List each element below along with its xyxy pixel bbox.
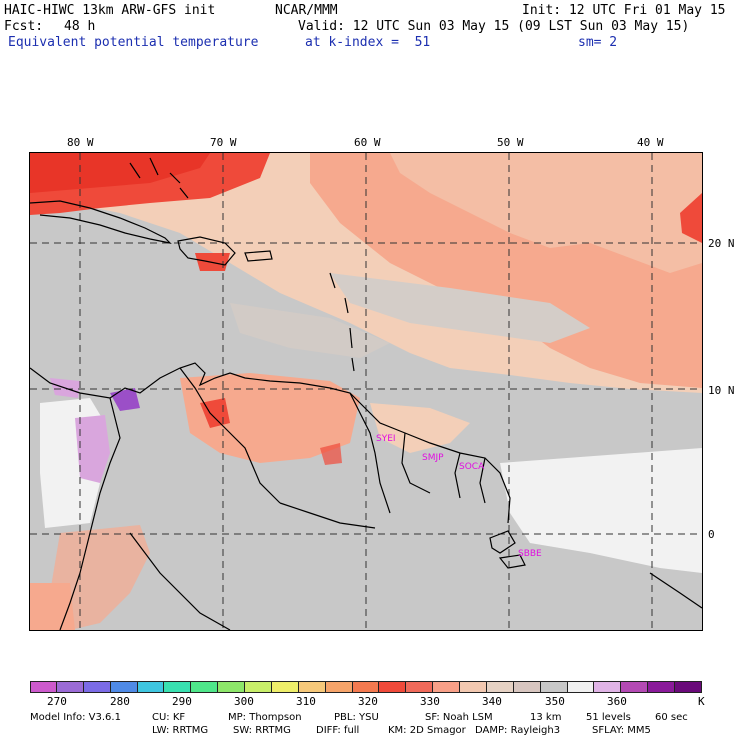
colorbar [30, 681, 702, 693]
organization: NCAR/MMM [275, 3, 338, 18]
lon-label-70w: 70 W [210, 136, 237, 149]
footer-model-info: Model Info: V3.6.1 [30, 712, 121, 723]
station-smjp: SMJP [422, 453, 444, 463]
colorbar-box [567, 681, 595, 693]
field-lavender-pacific [75, 415, 110, 483]
footer-pbl: PBL: YSU [334, 712, 379, 723]
colorbar-box [648, 681, 675, 693]
colorbar-unit: K [698, 695, 705, 708]
colorbar-box [245, 681, 272, 693]
colorbar-box [218, 681, 245, 693]
init-time: Init: 12 UTC Fri 01 May 15 [522, 3, 726, 18]
colorbar-tick-350: 350 [545, 695, 565, 708]
colorbar-box [83, 681, 111, 693]
colorbar-box [56, 681, 84, 693]
colorbar-box [164, 681, 192, 693]
colorbar-box [594, 681, 622, 693]
colorbar-box [137, 681, 165, 693]
field-peach-guianas [370, 403, 470, 453]
field-red-patch-2 [320, 443, 342, 465]
colorbar-tick-290: 290 [172, 695, 192, 708]
colorbar-box [433, 681, 460, 693]
colorbar-tick-280: 280 [110, 695, 130, 708]
colorbar-box [352, 681, 380, 693]
colorbar-tick-310: 310 [296, 695, 316, 708]
field-salmon-southwest [50, 525, 150, 630]
footer-sflay: SFLAY: MM5 [592, 725, 651, 736]
valid-time: Valid: 12 UTC Sun 03 May 15 (09 LST Sun … [298, 19, 690, 34]
colorbar-box [540, 681, 568, 693]
station-soca: SOCA [459, 462, 485, 472]
footer-sw: SW: RRTMG [233, 725, 291, 736]
colorbar-box [379, 681, 407, 693]
footer-mp: MP: Thompson [228, 712, 302, 723]
footer-km: KM: 2D Smagor [388, 725, 466, 736]
lat-label-10n: 10 N [708, 384, 735, 397]
lon-label-60w: 60 W [354, 136, 381, 149]
colorbar-tick-270: 270 [47, 695, 67, 708]
footer-resolution: 13 km [530, 712, 562, 723]
theta-e-map [30, 153, 702, 630]
colorbar-tick-300: 300 [234, 695, 254, 708]
graticule [30, 153, 702, 630]
forecast-hours: 48 h [64, 19, 96, 34]
station-sbbe: SBBE [518, 549, 542, 559]
lat-label-0: 0 [708, 528, 715, 541]
colorbar-box [621, 681, 649, 693]
lon-label-40w: 40 W [637, 136, 664, 149]
map-panel: SYEI SMJP SOCA SBBE [30, 153, 702, 630]
field-gray-streak [330, 273, 590, 343]
footer-diff: DIFF: full [316, 725, 360, 736]
forecast-label: Fcst: [4, 19, 44, 34]
colorbar-box [406, 681, 434, 693]
field-red-east [680, 193, 702, 243]
colorbar-tick-340: 340 [482, 695, 502, 708]
field-gray-streak-2 [230, 303, 390, 358]
colorbar-box [325, 681, 353, 693]
colorbar-box [191, 681, 219, 693]
model-title: HAIC-HIWC 13km ARW-GFS init [4, 3, 216, 18]
footer-timestep: 60 sec [655, 712, 688, 723]
colorbar-box [271, 681, 299, 693]
lon-label-80w: 80 W [67, 136, 94, 149]
colorbar-box [110, 681, 138, 693]
footer-damp: DAMP: Rayleigh3 [475, 725, 561, 736]
colorbar-tick-320: 320 [358, 695, 378, 708]
footer-sf: SF: Noah LSM [425, 712, 493, 723]
footer-cu: CU: KF [152, 712, 186, 723]
field-name: Equivalent potential temperature [8, 35, 259, 50]
coastlines [30, 157, 702, 630]
lat-label-20n: 20 N [708, 237, 735, 250]
footer-lw: LW: RRTMG [152, 725, 209, 736]
lon-label-50w: 50 W [497, 136, 524, 149]
level-info: at k-index = 51 [305, 35, 431, 50]
footer-levels: 51 levels [586, 712, 631, 723]
station-syei: SYEI [376, 434, 396, 444]
field-purple-panama [110, 388, 140, 411]
colorbar-box [30, 681, 57, 693]
field-red-core [30, 153, 210, 193]
colorbar-tick-360: 360 [607, 695, 627, 708]
field-salmon-venezuela [180, 373, 360, 463]
colorbar-box [513, 681, 541, 693]
colorbar-box [460, 681, 487, 693]
colorbar-box [486, 681, 514, 693]
colorbar-box [675, 681, 702, 693]
smoothing-info: sm= 2 [578, 35, 618, 50]
colorbar-tick-330: 330 [420, 695, 440, 708]
colorbar-box [298, 681, 326, 693]
